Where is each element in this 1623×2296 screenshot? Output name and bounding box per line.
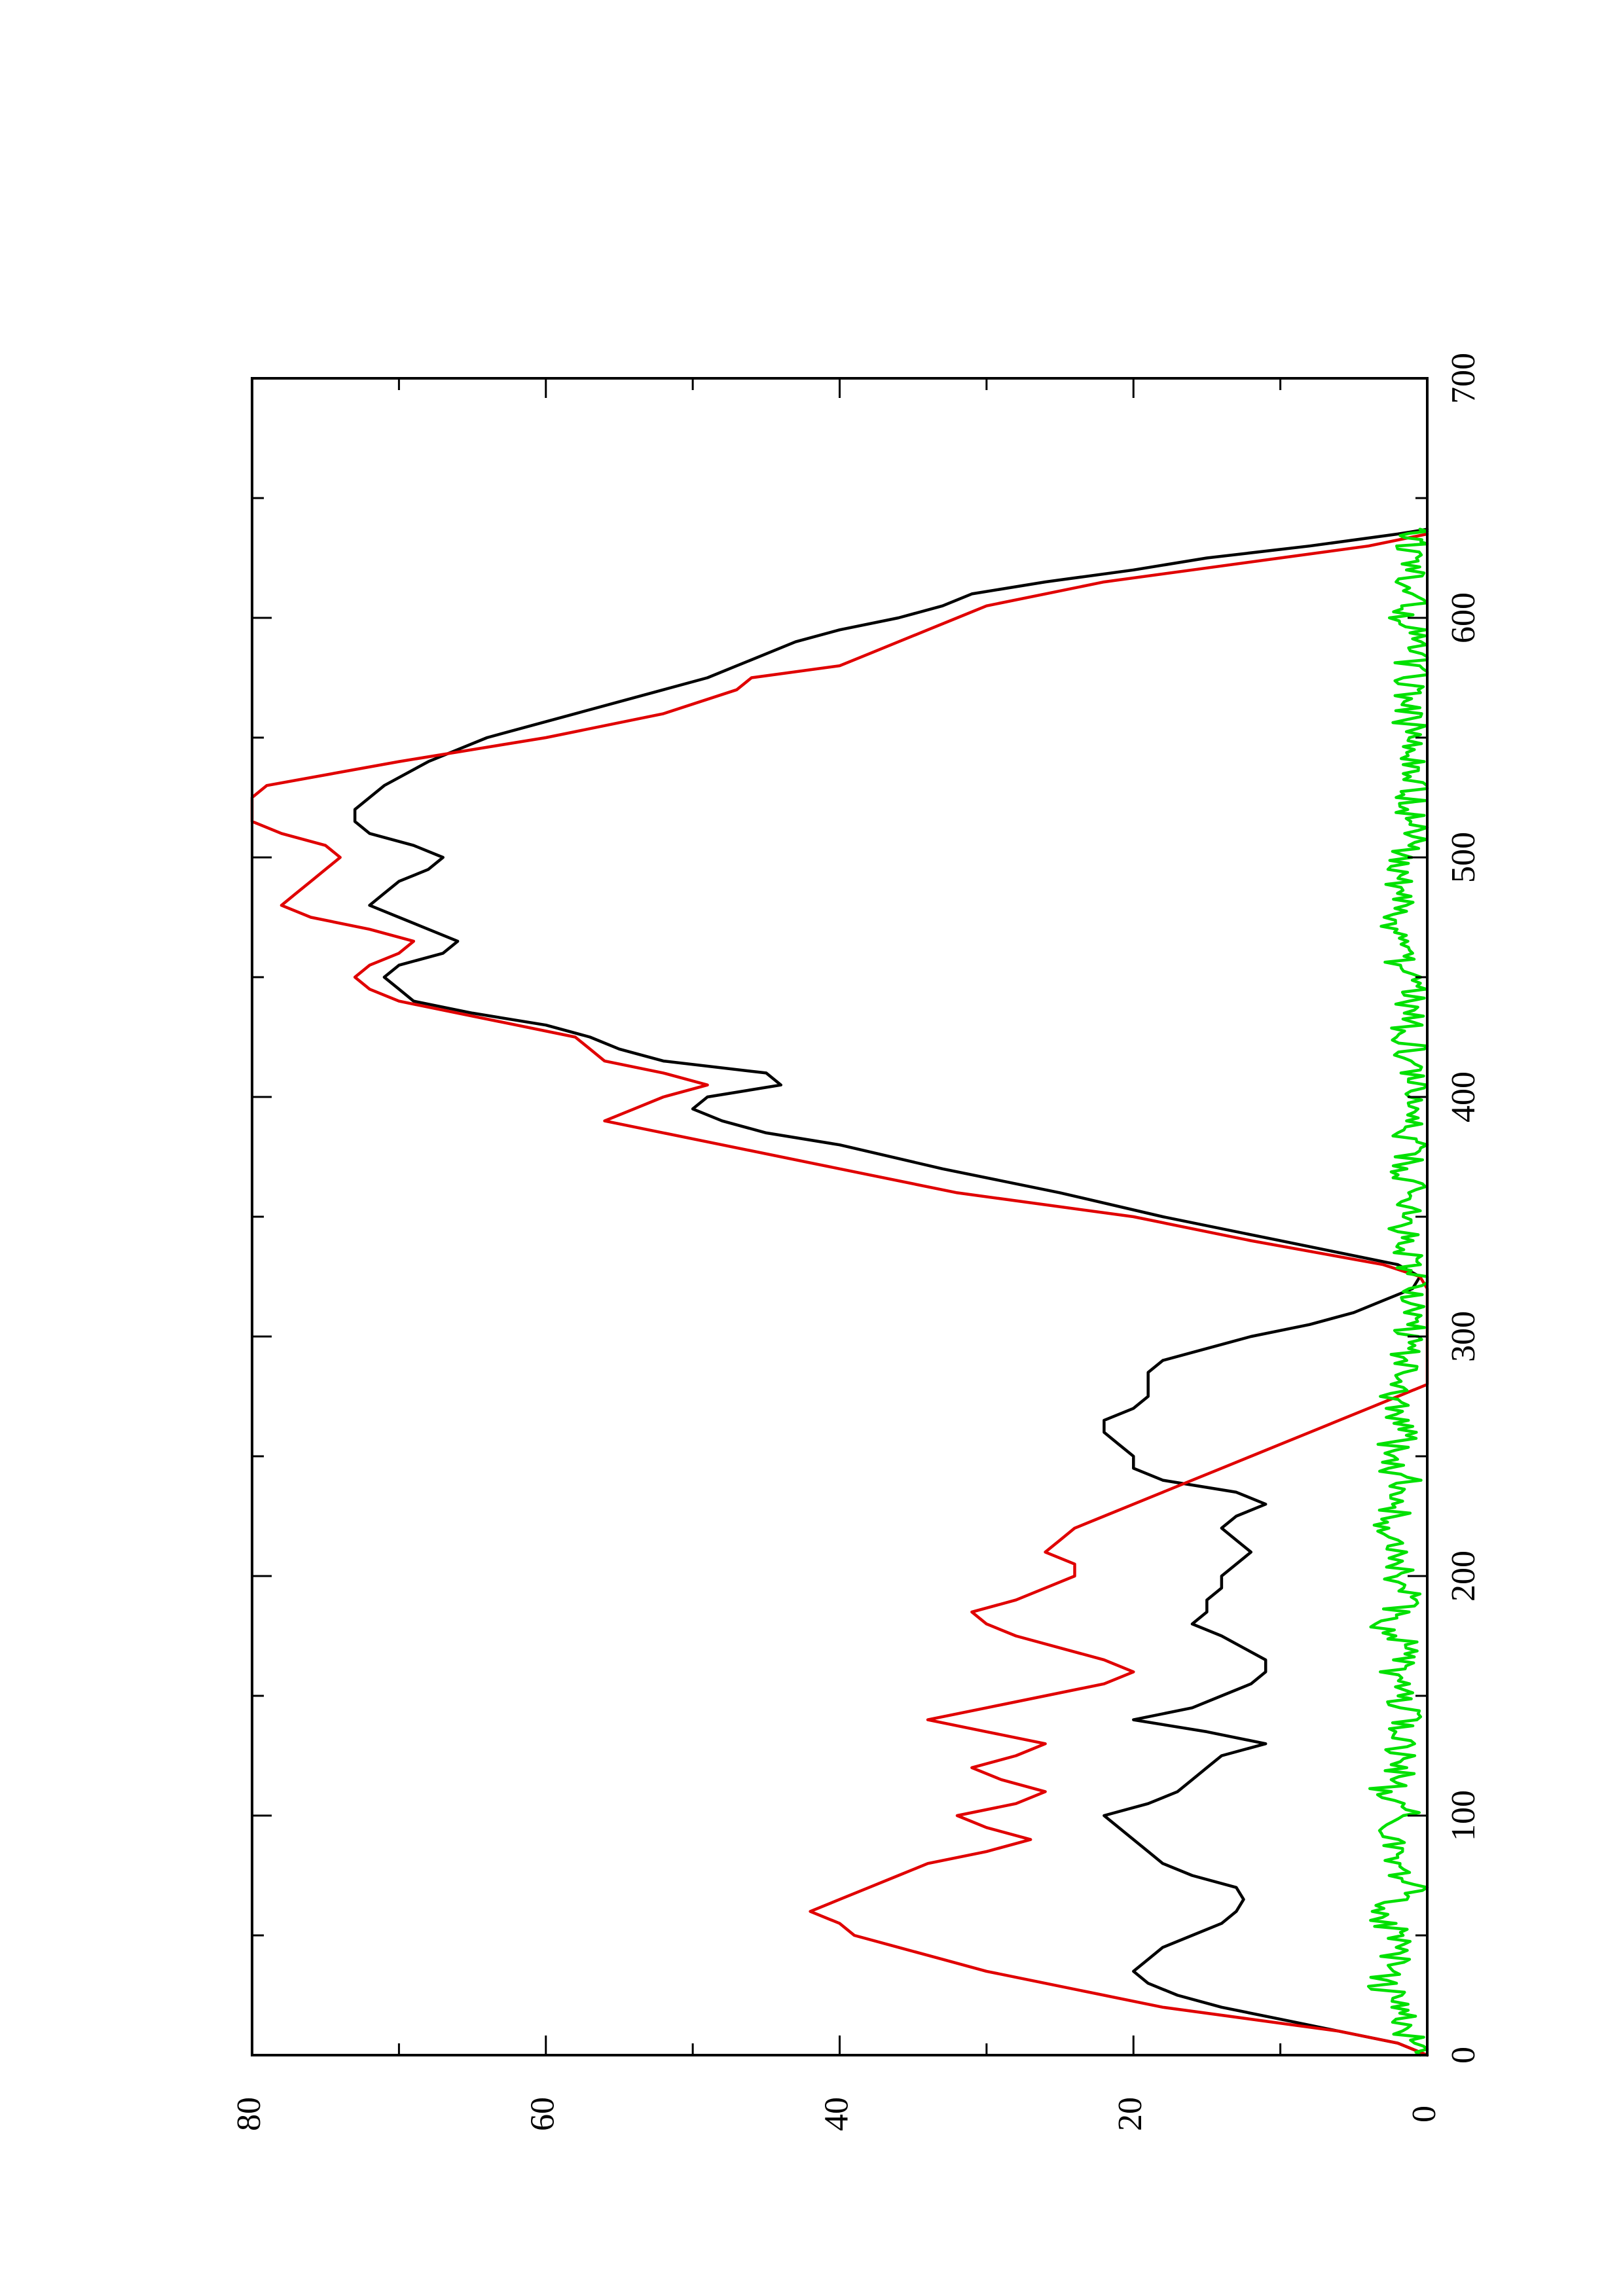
y-tick-label: 80 (230, 2097, 268, 2131)
y-tick-label: 40 (818, 2097, 855, 2131)
x-tick-label: 400 (1445, 1071, 1482, 1122)
x-tick-label: 300 (1445, 1311, 1482, 1362)
y-tick-label: 60 (524, 2097, 562, 2131)
series-line-3 (1366, 528, 1429, 2057)
x-tick-label: 700 (1445, 353, 1482, 404)
x-tick-label: 600 (1445, 592, 1482, 643)
x-tick-label: 500 (1445, 832, 1482, 883)
x-tick-label: 100 (1445, 1790, 1482, 1841)
x-tick-label: 200 (1445, 1551, 1482, 1602)
plot-frame (251, 377, 1429, 2056)
x-tick-label: 0 (1445, 2047, 1482, 2064)
ticks-group: 0 100 200 300 400 500 600 700 0 20 40 60 80 (230, 353, 1482, 2131)
y-tick-label: 0 (1406, 2106, 1443, 2123)
series-line-1 (353, 528, 1429, 2057)
y-tick-label: 20 (1112, 2097, 1149, 2131)
